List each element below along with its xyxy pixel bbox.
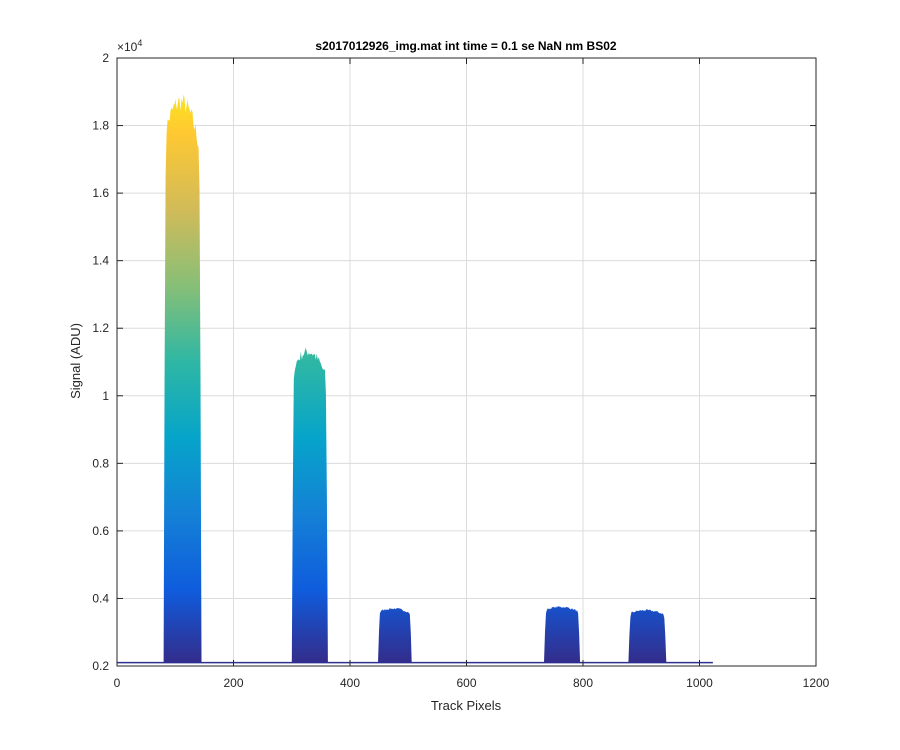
y-axis-label: Signal (ADU) (68, 323, 83, 399)
x-tick-label: 0 (114, 676, 121, 690)
y-tick-label: 0.4 (92, 591, 109, 605)
x-tick-label: 1000 (686, 676, 713, 690)
y-tick-label: 1.4 (92, 254, 109, 268)
signal-peak-5 (628, 609, 667, 663)
signal-peak-2 (291, 347, 328, 663)
x-tick-label: 200 (223, 676, 243, 690)
y-tick-label: 1.2 (92, 321, 109, 335)
x-tick-label: 1200 (803, 676, 830, 690)
y-tick-label: 0.6 (92, 524, 109, 538)
signal-peak-3 (378, 607, 412, 663)
ticks (116, 57, 817, 667)
y-exponent-label: ×104 (117, 38, 142, 54)
grid (116, 57, 817, 667)
y-tick-labels: 0.2 0.4 0.6 0.8 1 1.2 1.4 1.6 1.8 2 (92, 51, 109, 673)
y-tick-label: 0.2 (92, 659, 109, 673)
y-exponent-power: 4 (137, 38, 142, 48)
signal-traces (163, 94, 667, 663)
x-tick-labels: 0 200 400 600 800 1000 1200 (114, 676, 830, 690)
y-tick-label: 1 (102, 389, 109, 403)
y-tick-label: 1.6 (92, 186, 109, 200)
x-tick-label: 400 (340, 676, 360, 690)
signal-peak-4 (544, 606, 581, 663)
chart-title: s2017012926_img.mat int time = 0.1 se Na… (315, 39, 616, 53)
x-tick-label: 800 (573, 676, 593, 690)
x-tick-label: 600 (456, 676, 476, 690)
x-axis-label: Track Pixels (431, 698, 502, 713)
y-tick-label: 0.8 (92, 456, 109, 470)
y-tick-label: 2 (102, 51, 109, 65)
signal-peak-1 (163, 94, 202, 663)
y-tick-label: 1.8 (92, 119, 109, 133)
